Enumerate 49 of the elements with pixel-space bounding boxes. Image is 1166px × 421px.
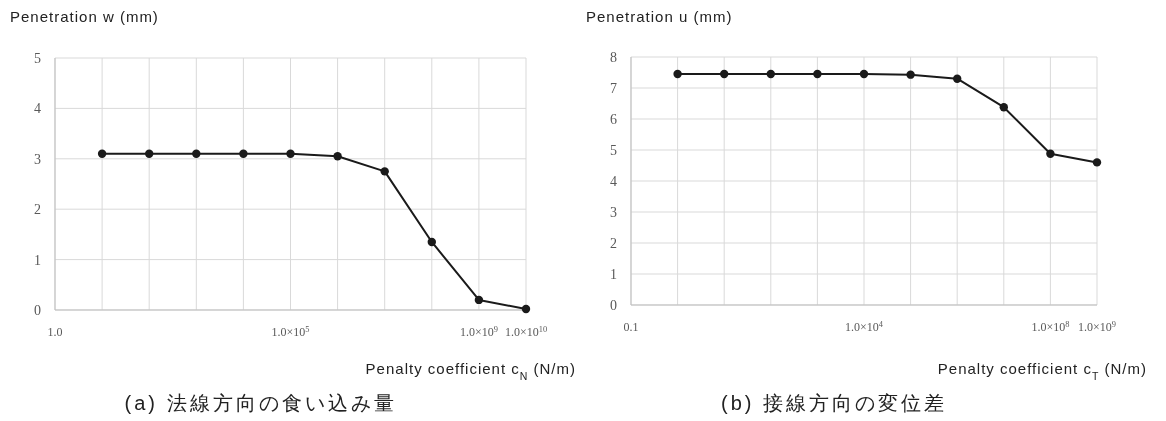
point [953,74,962,83]
y-tick-label: 7 [610,80,617,96]
y-tick-label: 5 [34,50,41,66]
x-tick-label: 1.0×10$^{4}$ [845,319,884,334]
point [333,152,342,161]
point [97,149,107,158]
point [239,149,248,158]
point [145,149,154,158]
point [474,295,484,305]
x-tick-label: 1.0×10$^{10}$ [504,324,548,339]
text: (a) 法線方向の食い込み量 [124,392,397,414]
y-tick-label: 4 [610,173,617,189]
point [673,69,682,79]
x-tick-label: 1.0 [47,325,63,339]
y-tick-label: 5 [610,142,617,158]
point [380,167,389,176]
point [813,69,822,79]
x-axis-title: Penalty coefficient c$_{T}$ (N/m) [937,360,1147,382]
y-tick-label: 6 [610,111,617,127]
y-tick-label: 2 [34,202,41,218]
y-tick-label: 8 [610,49,617,65]
point [286,149,295,158]
point [1046,149,1055,158]
y-tick-label: 1 [34,252,41,268]
point [766,69,775,79]
y-axis-title: Penetration w (mm) [10,8,159,25]
point [720,69,729,79]
x-tick-label: 1.0×10$^{8}$ [1031,319,1070,334]
y-tick-label: 0 [610,297,617,313]
y-tick-label: 2 [610,235,617,251]
y-tick-label: 0 [34,302,41,318]
y-tick-label: 4 [34,101,41,117]
point [906,70,915,79]
text: (b) 接線方向の変位差 [721,392,947,414]
y-tick-label: 3 [610,204,617,220]
y-axis-title: Penetration u (mm) [586,8,733,25]
x-tick-label: 1.0×10$^{9}$ [1078,319,1116,334]
point [859,69,869,79]
x-tick-label: 1.0×10$^{9}$ [459,324,498,339]
x-tick-label: 0.1 [623,320,639,334]
point [1092,158,1102,167]
y-tick-label: 3 [34,151,41,167]
point [192,149,201,158]
point [427,237,436,247]
point [521,304,531,314]
x-tick-label: 1.0×10$^{5}$ [271,324,310,339]
point [999,103,1008,112]
y-tick-label: 1 [610,266,617,282]
x-axis-title: Penalty coefficient c$_{N}$ (N/m) [365,360,576,382]
